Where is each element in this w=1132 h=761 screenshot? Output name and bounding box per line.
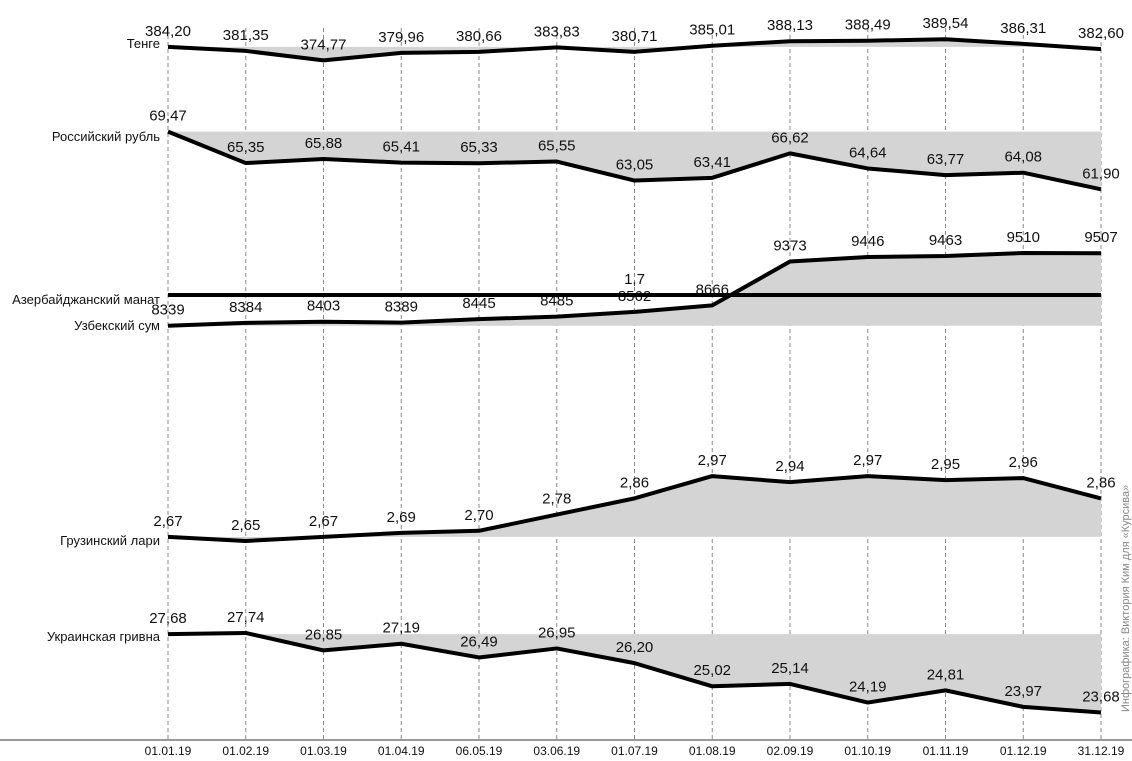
value-label: 2,78: [542, 491, 571, 508]
value-label: 65,88: [305, 135, 343, 152]
value-label: 9510: [1007, 229, 1040, 246]
x-tick-label: 03.06.19: [533, 744, 580, 758]
value-label: 9446: [851, 233, 884, 250]
x-tick-label: 06.05.19: [456, 744, 503, 758]
value-label: 9507: [1084, 229, 1117, 246]
value-label: 383,83: [534, 23, 580, 40]
x-tick-label: 01.11.19: [923, 744, 969, 758]
value-label: 26,20: [616, 639, 654, 656]
value-label: 69,47: [149, 108, 187, 125]
x-tick-label: 01.03.19: [300, 744, 347, 758]
value-label: 63,77: [927, 151, 965, 168]
value-label: 2,65: [231, 517, 260, 534]
value-label: 2,69: [387, 509, 416, 526]
x-tick-label: 01.02.19: [222, 744, 269, 758]
value-label: 66,62: [771, 129, 809, 146]
x-tick-label: 01.01.19: [145, 744, 192, 758]
series-line: [167, 251, 1102, 328]
value-label: 389,54: [923, 15, 969, 32]
series-name: Российский рубль: [51, 129, 160, 144]
value-label: 2,97: [698, 452, 727, 469]
value-label: 26,95: [538, 624, 576, 641]
value-label: 24,19: [849, 679, 887, 696]
value-label: 2,97: [853, 452, 882, 469]
x-tick-label: 01.07.19: [611, 744, 658, 758]
value-label: 24,81: [927, 666, 965, 683]
source-note: Инфографика: Виктория Ким для «Курсива»: [1120, 485, 1132, 712]
x-tick-label: 01.04.19: [378, 744, 425, 758]
value-label: 64,64: [849, 144, 887, 161]
x-tick-label: 01.08.19: [689, 744, 736, 758]
series-line: [167, 630, 1102, 715]
value-label: 381,35: [223, 27, 269, 44]
value-label: 2,70: [464, 507, 493, 524]
value-label: 2,95: [931, 456, 960, 473]
band-fill: [168, 39, 1101, 61]
value-label: 25,14: [771, 660, 809, 677]
value-label: 27,68: [149, 610, 187, 627]
band-fill: [168, 131, 1101, 190]
value-label: 388,49: [845, 17, 891, 34]
value-label: 382,60: [1078, 25, 1124, 42]
x-tick-label: 02.09.19: [767, 744, 814, 758]
value-label: 27,19: [382, 620, 420, 637]
value-label: 2,86: [620, 474, 649, 491]
value-label: 8339: [151, 302, 184, 319]
value-label: 27,74: [227, 609, 265, 626]
value-label: 2,67: [309, 513, 338, 530]
x-tick-label: 31.12.19: [1078, 744, 1125, 758]
value-label: 380,66: [456, 28, 502, 45]
series-line: [167, 129, 1102, 192]
value-label: 1,7: [624, 271, 645, 288]
x-tick-label: 01.10.19: [844, 744, 891, 758]
series-name: Грузинский лари: [60, 533, 160, 548]
value-label: 2,96: [1009, 454, 1038, 471]
value-label: 8445: [462, 295, 495, 312]
value-label: 26,49: [460, 633, 498, 650]
value-label: 65,41: [382, 139, 420, 156]
value-label: 8384: [229, 299, 262, 316]
series-name: Узбекский сум: [74, 318, 160, 333]
value-label: 380,71: [612, 28, 658, 45]
series-name: Тенге: [126, 36, 160, 51]
value-label: 2,94: [775, 458, 804, 475]
band-fill: [168, 253, 1101, 326]
value-label: 23,97: [1004, 683, 1042, 700]
x-tick-label: 01.12.19: [1000, 744, 1047, 758]
value-label: 386,31: [1000, 20, 1046, 37]
value-label: 374,77: [301, 36, 347, 53]
series-line: [167, 37, 1102, 63]
value-label: 63,41: [693, 154, 731, 171]
value-label: 65,35: [227, 139, 265, 156]
value-label: 65,33: [460, 139, 498, 156]
series-name: Украинская гривна: [46, 629, 160, 644]
value-label: 9463: [929, 232, 962, 249]
value-label: 388,13: [767, 17, 813, 34]
value-label: 64,08: [1004, 149, 1042, 166]
value-label: 26,85: [305, 626, 343, 643]
value-label: 65,55: [538, 137, 576, 154]
value-label: 2,67: [153, 513, 182, 530]
value-label: 61,90: [1082, 165, 1120, 182]
band-fill: [168, 476, 1101, 541]
value-label: 384,20: [145, 23, 191, 40]
series-name: Азербайджанский манат: [12, 292, 160, 307]
value-label: 2,86: [1086, 474, 1115, 491]
value-label: 8389: [385, 299, 418, 316]
value-label: 8403: [307, 298, 340, 315]
value-label: 379,96: [378, 29, 424, 46]
series-line: [167, 474, 1102, 543]
value-label: 25,02: [693, 662, 731, 679]
value-label: 385,01: [689, 22, 735, 39]
value-label: 9373: [773, 238, 806, 255]
value-label: 63,05: [616, 157, 654, 174]
band-fill: [168, 632, 1101, 713]
value-label: 23,68: [1082, 689, 1120, 706]
